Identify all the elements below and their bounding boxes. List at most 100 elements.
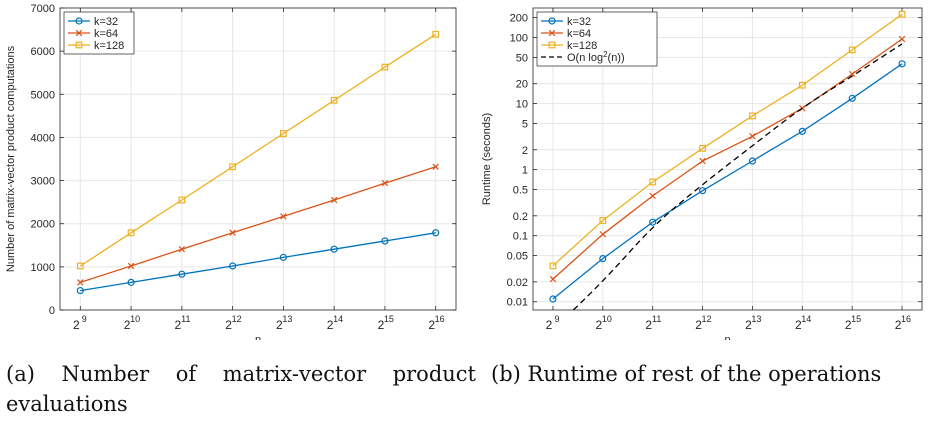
x-tick-exponent: 9 xyxy=(82,314,87,324)
data-point xyxy=(699,157,706,165)
data-point xyxy=(848,70,856,78)
axes-box xyxy=(59,7,457,311)
x-tick-exponent: 10 xyxy=(602,314,612,324)
data-point xyxy=(898,60,906,68)
data-point xyxy=(75,17,83,25)
series-o-n-log xyxy=(572,43,903,310)
y-tick-label: 6000 xyxy=(31,46,55,58)
data-point xyxy=(432,30,440,38)
legend: k=32k=64k=128 xyxy=(63,11,135,55)
data-point xyxy=(798,81,806,89)
y-tick-label: 20 xyxy=(516,79,528,91)
data-point xyxy=(848,94,856,102)
plot-area xyxy=(60,8,456,310)
series-k-64 xyxy=(549,35,906,283)
data-point xyxy=(229,262,237,270)
data-point xyxy=(599,217,607,224)
series-k-32 xyxy=(549,60,906,303)
series-line xyxy=(79,33,437,267)
data-point xyxy=(549,295,557,303)
data-point xyxy=(699,144,706,152)
x-tick-label: 2 xyxy=(73,318,80,332)
axes-box xyxy=(532,7,923,311)
data-point xyxy=(178,270,186,278)
x-axis-label: n xyxy=(255,334,261,340)
x-tick-exponent: 13 xyxy=(751,314,761,324)
data-point xyxy=(432,229,440,237)
data-point xyxy=(848,46,856,54)
data-point xyxy=(549,262,557,270)
y-tick-label: 0.5 xyxy=(513,185,528,197)
data-point xyxy=(798,127,806,135)
x-tick-exponent: 14 xyxy=(333,314,343,324)
data-point xyxy=(76,262,84,270)
data-point xyxy=(381,63,389,71)
x-tick-label: 2 xyxy=(124,318,131,332)
legend-item: k=128 xyxy=(541,40,597,52)
x-tick-label: 2 xyxy=(595,318,602,332)
y-tick-label: 0.01 xyxy=(507,297,528,309)
data-point xyxy=(898,10,906,18)
y-tick-label: 7000 xyxy=(31,3,55,15)
data-point xyxy=(432,163,439,170)
x-tick-label: 2 xyxy=(428,318,435,332)
x-tick-label: 2 xyxy=(895,318,902,332)
x-tick-exponent: 11 xyxy=(181,314,190,324)
x-tick-exponent: 13 xyxy=(282,314,292,324)
y-tick-label: 1 xyxy=(522,165,528,177)
data-point xyxy=(649,178,657,186)
x-tick-label: 2 xyxy=(175,318,182,332)
y-tick-label: 0.05 xyxy=(507,251,528,263)
y-axis-label: Number of matrix-vector product computat… xyxy=(5,45,17,272)
data-point xyxy=(748,157,757,165)
legend-item: k=32 xyxy=(541,16,591,28)
y-tick-label: 5 xyxy=(522,118,528,130)
y-tick-label: 100 xyxy=(510,33,528,45)
x-tick-exponent: 15 xyxy=(851,314,861,324)
series-k-64 xyxy=(77,163,439,286)
data-point xyxy=(549,275,557,283)
data-point xyxy=(548,41,556,49)
y-tick-label: 10 xyxy=(516,99,528,111)
legend-item: k=32 xyxy=(68,16,118,28)
data-point xyxy=(178,196,186,204)
y-tick-label: 2 xyxy=(522,145,528,157)
data-point xyxy=(330,96,338,104)
legend-item: O(n log2(n)) xyxy=(541,50,625,64)
legend-label: k=128 xyxy=(94,40,124,52)
data-point xyxy=(649,218,657,226)
legend-label: O(n log2(n)) xyxy=(567,50,625,64)
data-point xyxy=(75,41,83,49)
data-point xyxy=(548,29,556,37)
y-tick-label: 0 xyxy=(49,305,55,317)
x-axis-label: n xyxy=(724,334,730,340)
data-point xyxy=(898,35,906,43)
data-point xyxy=(279,253,287,261)
x-tick-exponent: 11 xyxy=(652,314,661,324)
series-line xyxy=(552,63,903,300)
series-line xyxy=(80,166,436,284)
x-tick-label: 2 xyxy=(225,318,232,332)
legend-label: k=64 xyxy=(94,28,118,40)
data-point xyxy=(548,17,556,25)
data-point xyxy=(749,112,756,120)
data-point xyxy=(599,231,607,238)
y-axis-label: Runtime (seconds) xyxy=(481,113,493,205)
x-tick-label: 2 xyxy=(695,318,702,332)
x-tick-label: 2 xyxy=(845,318,852,332)
x-tick-label: 2 xyxy=(795,318,802,332)
legend-label: k=128 xyxy=(567,40,597,52)
data-point xyxy=(649,192,656,200)
x-tick-label: 2 xyxy=(745,318,752,332)
series-k-128 xyxy=(76,30,440,270)
data-point xyxy=(77,279,84,286)
x-tick-exponent: 14 xyxy=(801,314,811,324)
x-tick-label: 2 xyxy=(378,318,385,332)
y-tick-label: 0.1 xyxy=(513,231,528,243)
data-point xyxy=(698,187,707,195)
x-tick-exponent: 9 xyxy=(554,314,559,324)
y-tick-label: 50 xyxy=(516,52,528,64)
data-point xyxy=(127,278,135,286)
